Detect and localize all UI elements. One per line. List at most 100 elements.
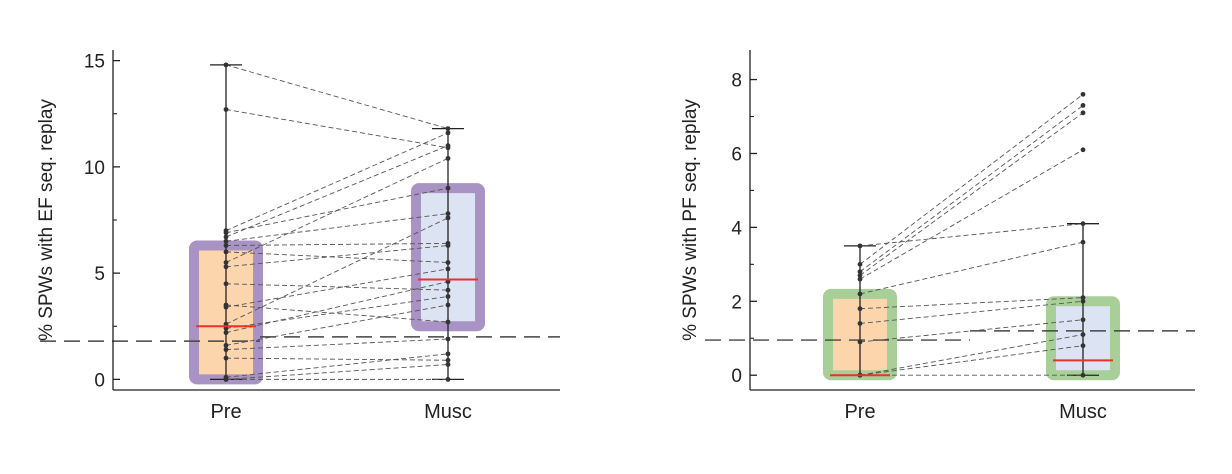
data-point-musc xyxy=(1080,332,1086,337)
y-tick-label: 15 xyxy=(84,52,105,73)
data-point-pre xyxy=(857,291,863,297)
pair-line xyxy=(859,319,1084,343)
data-point-musc xyxy=(1080,147,1086,153)
pair-line xyxy=(225,353,449,378)
data-point-musc xyxy=(1080,91,1086,97)
pair-line xyxy=(225,364,449,380)
data-point-musc xyxy=(1080,239,1086,245)
data-point-musc xyxy=(445,294,451,299)
x-tick-label: Musc xyxy=(424,401,472,423)
pair-line xyxy=(859,334,1084,376)
data-point-pre xyxy=(223,234,229,240)
x-tick-label: Pre xyxy=(844,401,875,423)
y-tick-label: 4 xyxy=(731,218,742,239)
pair-line xyxy=(225,251,449,263)
pair-line xyxy=(225,268,449,308)
data-point-musc xyxy=(445,211,451,217)
pair-line xyxy=(225,338,449,351)
pair-line xyxy=(859,223,1084,247)
chart-panel-1: 0 5 10 15 Pre Musc % SPWs with EF seq. replay xyxy=(36,50,560,423)
data-point-musc xyxy=(1080,295,1086,301)
data-point-musc xyxy=(445,376,451,382)
pair-line xyxy=(225,245,449,268)
data-point-musc xyxy=(445,357,451,363)
data-point-musc xyxy=(445,155,451,161)
y-tick-label: 5 xyxy=(94,264,105,285)
pair-line xyxy=(225,217,449,325)
y-tick-label: 0 xyxy=(94,370,105,391)
data-point-pre xyxy=(857,276,863,282)
pair-line xyxy=(225,304,449,323)
data-point-musc xyxy=(1080,372,1086,378)
pair-line xyxy=(225,281,449,334)
y-axis-label: % SPWs with EF seq. replay xyxy=(36,99,57,341)
data-point-musc xyxy=(445,302,451,308)
data-point-musc xyxy=(1080,317,1086,323)
data-point-pre xyxy=(857,321,863,326)
data-point-pre xyxy=(223,304,229,310)
pair-line xyxy=(225,145,449,238)
data-point-pre xyxy=(857,339,863,345)
data-point-pre xyxy=(223,281,229,287)
data-point-musc xyxy=(1080,298,1086,304)
pair-line xyxy=(225,283,449,291)
x-tick-label: Musc xyxy=(1059,401,1107,423)
pair-line xyxy=(859,297,1084,310)
pair-line xyxy=(225,64,449,130)
data-point-pre xyxy=(223,238,229,244)
data-point-pre xyxy=(223,330,229,336)
y-axis-label: % SPWs with PF seq. replay xyxy=(680,99,701,341)
data-point-pre xyxy=(223,342,229,348)
data-point-pre xyxy=(223,249,229,255)
data-point-musc xyxy=(445,243,451,248)
pair-line xyxy=(859,105,1084,273)
data-point-pre xyxy=(223,376,229,382)
data-point-pre xyxy=(857,273,863,278)
y-tick-label: 8 xyxy=(731,71,742,92)
data-point-pre xyxy=(223,62,229,68)
pair-line xyxy=(225,304,449,346)
data-point-pre xyxy=(857,243,863,249)
data-point-musc xyxy=(445,260,451,265)
pair-line xyxy=(859,93,1084,265)
data-point-pre xyxy=(857,269,863,275)
data-point-pre xyxy=(223,243,229,248)
data-point-pre xyxy=(223,107,229,112)
data-point-pre xyxy=(223,264,229,270)
data-point-pre xyxy=(223,355,229,361)
data-point-musc xyxy=(1080,343,1086,349)
data-point-musc xyxy=(445,362,451,367)
data-point-musc xyxy=(445,215,451,221)
data-point-musc xyxy=(445,351,451,357)
y-tick-label: 2 xyxy=(731,292,742,313)
data-point-pre xyxy=(223,347,229,353)
data-point-musc xyxy=(445,287,451,293)
pair-line xyxy=(859,300,1084,324)
pair-line xyxy=(859,345,1084,376)
y-tick-label: 6 xyxy=(731,144,742,165)
data-point-pre xyxy=(223,230,229,236)
data-point-musc xyxy=(445,130,451,136)
data-point-musc xyxy=(1080,110,1086,116)
data-point-musc xyxy=(445,336,451,342)
data-point-pre xyxy=(223,260,229,265)
pair-line xyxy=(225,132,449,232)
y-tick-label: 0 xyxy=(731,366,742,387)
data-point-pre xyxy=(857,306,863,312)
pair-line xyxy=(225,213,449,242)
chart-panel-2: 0 2 4 6 8 Pre Musc % SPWs with PF seq. replay xyxy=(680,50,1195,423)
pair-line xyxy=(225,296,449,329)
data-point-musc xyxy=(1080,103,1086,108)
pair-line xyxy=(225,242,449,246)
data-point-musc xyxy=(1080,221,1086,227)
y-tick-label: 10 xyxy=(84,158,105,179)
pair-line xyxy=(225,357,449,361)
data-point-musc xyxy=(445,185,451,191)
data-point-musc xyxy=(445,266,451,272)
pair-line xyxy=(225,157,449,263)
pair-line xyxy=(225,109,449,149)
pair-line xyxy=(859,241,1084,295)
x-tick-label: Pre xyxy=(210,401,241,423)
data-point-musc xyxy=(445,319,451,325)
